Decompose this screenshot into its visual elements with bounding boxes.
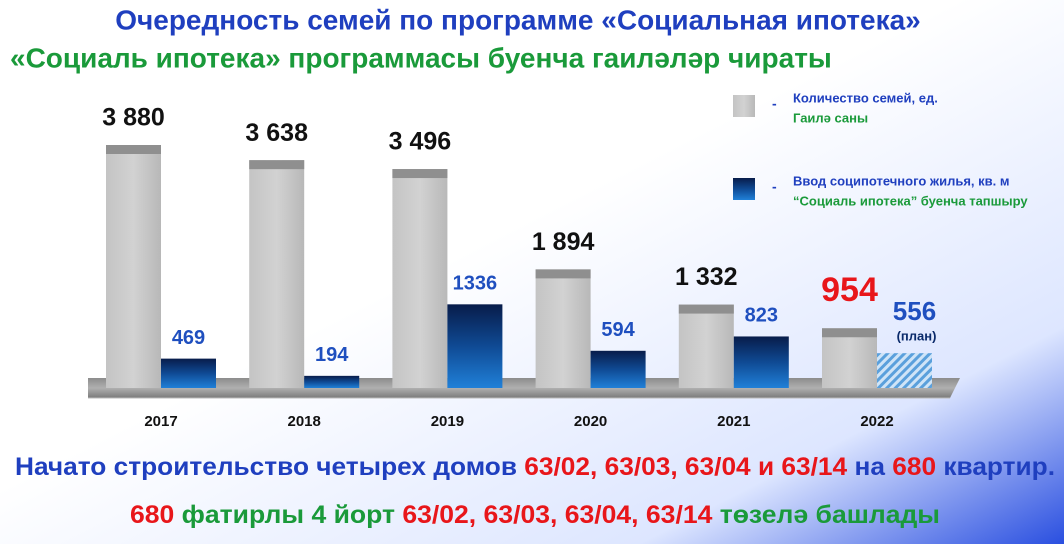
legend-label: Ввод соципотечного жилья, кв. м — [793, 173, 1009, 188]
x-tick-label: 2022 — [860, 413, 893, 430]
value-label: 1 332 — [675, 263, 738, 291]
footnote-segment: 63/02, 63/03, 63/04, 63/14 — [402, 501, 712, 529]
legend-label: Количество семей, ед. — [793, 90, 938, 105]
bar-cap — [106, 145, 161, 154]
bar — [678, 304, 734, 388]
value-label: 594 — [601, 319, 635, 341]
bar — [447, 304, 503, 388]
bar — [877, 353, 932, 388]
bar-cap — [535, 269, 591, 279]
legend-label-alt: Гаилә саны — [793, 110, 868, 125]
footnote-segment: Начато строительство четырех домов — [15, 453, 524, 481]
bar — [733, 336, 789, 388]
value-label: 1336 — [453, 273, 498, 295]
legend-label-alt: “Социаль ипотека” буенча тапшыру — [793, 193, 1028, 208]
legend-dash: - — [772, 179, 777, 195]
bar — [392, 169, 448, 388]
footnote-segment: фатирлы 4 йорт — [174, 501, 402, 529]
legend-swatch — [733, 95, 755, 117]
value-label: 556 — [893, 296, 936, 326]
bar — [535, 269, 591, 388]
bar — [822, 328, 877, 388]
value-label: 3 496 — [389, 128, 452, 156]
footnote-segment: квартир. — [936, 453, 1055, 481]
chart-subtitle: «Социаль ипотека» программасы буенча гаи… — [10, 42, 832, 73]
footnote-segment: 680 — [130, 501, 174, 529]
value-label: 1 894 — [532, 228, 595, 256]
footnote: Начато строительство четырех домов 63/02… — [15, 453, 1055, 481]
bar — [106, 145, 161, 388]
footnote-segment: 680 — [892, 453, 936, 481]
value-label: 469 — [172, 327, 205, 349]
value-label: 3 880 — [102, 104, 165, 132]
bar-cap — [392, 169, 448, 179]
chart-title: Очередность семей по программе «Социальн… — [115, 4, 921, 35]
bar — [161, 358, 216, 388]
legend-swatch — [733, 178, 755, 200]
footnote: 680 фатирлы 4 йорт 63/02, 63/03, 63/04, … — [130, 501, 940, 529]
value-label: 954 — [821, 271, 878, 309]
x-tick-label: 2018 — [288, 413, 321, 430]
annotation: (план) — [897, 329, 937, 344]
x-tick-label: 2017 — [144, 413, 177, 430]
bar — [304, 375, 360, 388]
bar-cap — [678, 304, 734, 314]
legend-dash: - — [772, 96, 777, 112]
value-label: 194 — [315, 344, 349, 366]
footnote-segment: на — [847, 453, 892, 481]
x-tick-label: 2019 — [431, 413, 464, 430]
bar-cap — [249, 160, 305, 170]
footnote-segment: 63/02, 63/03, 63/04 и 63/14 — [524, 453, 847, 481]
bar-cap — [822, 328, 877, 338]
value-label: 823 — [745, 305, 778, 327]
value-label: 3 638 — [245, 119, 308, 147]
x-tick-label: 2020 — [574, 413, 607, 430]
x-tick-label: 2021 — [717, 413, 750, 430]
footnote-segment: төзелә башлады — [712, 501, 940, 529]
bar — [590, 350, 646, 388]
bar — [249, 160, 305, 388]
